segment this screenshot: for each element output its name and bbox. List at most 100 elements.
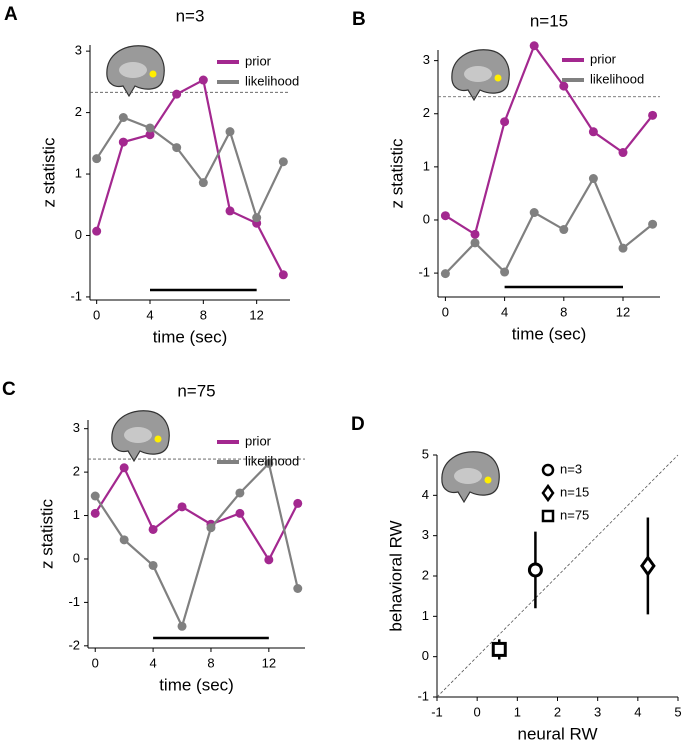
data-point — [145, 130, 155, 140]
data-point — [293, 584, 303, 594]
x-tick-label: 1 — [514, 704, 521, 719]
data-point — [559, 225, 569, 235]
series-line — [444, 176, 654, 275]
data-point — [225, 127, 235, 137]
brain-inner — [124, 427, 152, 443]
y-tick-label: 0 — [422, 648, 429, 663]
chart-title: n=15 — [530, 11, 568, 30]
y-tick-label: 5 — [422, 446, 429, 461]
data-point — [640, 554, 656, 577]
x-tick-label: 5 — [674, 704, 681, 719]
data-point — [172, 143, 182, 153]
y-tick-label: 0 — [423, 211, 430, 226]
data-point — [177, 621, 187, 631]
brain-highlight — [154, 435, 162, 443]
x-tick-label: 8 — [207, 655, 214, 670]
data-point — [198, 75, 208, 85]
brain-inner — [464, 66, 492, 82]
data-point — [588, 174, 598, 184]
y-tick-label: 3 — [73, 420, 80, 435]
legend-label: likelihood — [590, 71, 644, 86]
data-point — [90, 508, 100, 518]
data-point — [264, 555, 274, 565]
x-tick-label: 0 — [93, 307, 100, 322]
data-point — [235, 508, 245, 518]
data-point — [92, 154, 102, 164]
identity-line — [436, 454, 679, 698]
y-axis-label: z statistic — [37, 499, 56, 569]
legend-label: prior — [245, 53, 272, 68]
x-tick-label: 8 — [200, 307, 207, 322]
y-tick-label: -1 — [68, 594, 80, 609]
series-line — [95, 116, 285, 221]
y-axis-label: z statistic — [39, 137, 58, 207]
brain-inner — [454, 468, 482, 484]
data-point — [119, 463, 129, 473]
legend-label: n=15 — [560, 484, 589, 499]
legend-label: n=75 — [560, 507, 589, 522]
data-point — [278, 157, 288, 167]
x-tick-label: 8 — [560, 304, 567, 319]
data-point — [440, 269, 450, 279]
data-point — [491, 641, 507, 657]
y-tick-label: -1 — [70, 288, 82, 303]
legend-marker — [541, 509, 555, 523]
data-point — [198, 178, 208, 188]
x-tick-label: 12 — [262, 655, 276, 670]
legend-marker — [541, 463, 555, 477]
y-axis-label: z statistic — [387, 138, 406, 208]
y-tick-label: -1 — [418, 265, 430, 280]
legend-label: likelihood — [245, 73, 299, 88]
data-point — [206, 523, 216, 533]
series-line — [94, 461, 299, 630]
data-point — [148, 560, 158, 570]
x-tick-label: 0 — [442, 304, 449, 319]
x-axis-label: time (sec) — [153, 327, 228, 346]
y-tick-label: 1 — [73, 507, 80, 522]
data-point — [293, 498, 303, 508]
data-point — [500, 267, 510, 277]
data-point — [648, 219, 658, 229]
x-tick-label: 4 — [146, 307, 153, 322]
data-point — [235, 488, 245, 498]
series-line — [95, 78, 285, 276]
chart-title: n=3 — [176, 6, 205, 25]
legend-label: n=3 — [560, 461, 582, 476]
x-axis-label: neural RW — [518, 724, 598, 743]
y-tick-label: -1 — [417, 688, 429, 703]
legend-label: prior — [590, 51, 617, 66]
data-point — [118, 113, 128, 123]
y-tick-label: -2 — [68, 637, 80, 652]
x-tick-label: 2 — [554, 704, 561, 719]
y-tick-label: 0 — [73, 550, 80, 565]
data-point — [648, 110, 658, 120]
panel-letter: D — [351, 414, 365, 435]
y-tick-label: 1 — [422, 608, 429, 623]
brain-highlight — [149, 70, 157, 78]
data-point — [470, 238, 480, 248]
y-tick-label: 2 — [75, 104, 82, 119]
data-point — [618, 148, 628, 158]
panel-letter: C — [2, 379, 16, 400]
y-tick-label: 1 — [75, 165, 82, 180]
series-line — [444, 43, 654, 237]
data-point — [527, 562, 543, 578]
panel-letter: A — [4, 4, 18, 25]
data-point — [119, 535, 129, 545]
data-point — [278, 270, 288, 280]
y-tick-label: 2 — [73, 464, 80, 479]
x-axis-label: time (sec) — [512, 324, 587, 343]
data-point — [148, 524, 158, 534]
data-point — [90, 491, 100, 501]
x-tick-label: 4 — [149, 655, 156, 670]
data-point — [252, 213, 262, 223]
data-point — [529, 41, 539, 51]
y-tick-label: 0 — [75, 227, 82, 242]
x-axis-label: time (sec) — [159, 675, 234, 694]
data-point — [588, 127, 598, 137]
data-point — [177, 502, 187, 512]
y-tick-label: 2 — [423, 105, 430, 120]
data-point — [264, 458, 274, 468]
brain-highlight — [494, 74, 502, 82]
